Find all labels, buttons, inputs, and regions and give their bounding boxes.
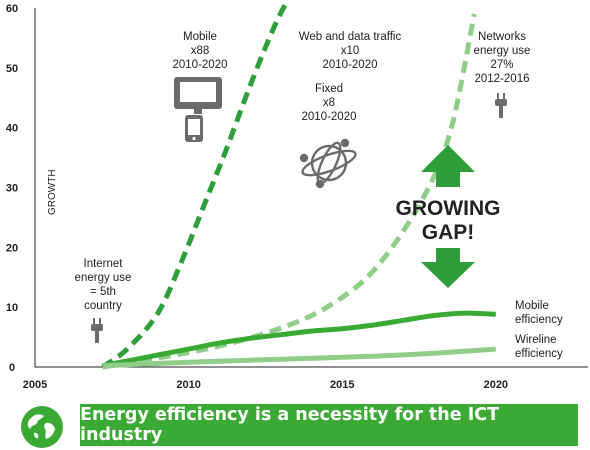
gap-annotation-line: GAP! xyxy=(422,221,475,244)
web-annotation-line: 2010-2020 xyxy=(323,59,378,71)
y-tick-label: 0 xyxy=(9,362,15,374)
y-tick-label: 30 xyxy=(6,183,18,195)
web-annotation-line: x10 xyxy=(341,45,360,57)
series-wireline-efficiency-line xyxy=(102,346,496,369)
series-mobile-efficiency-line xyxy=(102,310,496,369)
arrow-up-icon xyxy=(421,145,475,187)
x-tick-label: 2005 xyxy=(23,379,47,391)
plug-icon xyxy=(91,318,103,343)
mobile-efficiency-label-line: efficiency xyxy=(515,314,563,326)
banner: Energy efficiency is a necessity for the… xyxy=(80,404,578,446)
mobile-annotation-line: x88 xyxy=(191,45,210,57)
y-tick-label: 40 xyxy=(6,123,18,135)
y-axis-label: GROWTH xyxy=(47,169,58,215)
globe-icon xyxy=(21,406,63,448)
internet-annotation-line: = 5th xyxy=(90,286,116,298)
series-layer xyxy=(101,0,496,370)
web-annotation: Web and data traffic x10 2010-2020 xyxy=(299,31,402,71)
gap-annotation: GROWING GAP! xyxy=(396,197,501,244)
series-mobile-line xyxy=(101,0,291,370)
wireline-efficiency-label-line: efficiency xyxy=(515,348,563,360)
x-tick-labels: 2005 2010 2015 2020 xyxy=(23,379,508,391)
series-web-line xyxy=(102,13,477,370)
y-tick-label: 20 xyxy=(6,242,18,254)
wireline-efficiency-label: Wireline efficiency xyxy=(515,334,563,360)
wireline-efficiency-label-line: Wireline xyxy=(515,334,557,346)
monitor-icon xyxy=(174,77,222,114)
y-tick-label: 60 xyxy=(6,3,18,15)
x-tick-label: 2020 xyxy=(484,379,508,391)
internet-annotation: Internet energy use = 5th country xyxy=(75,258,132,312)
mobile-efficiency-label: Mobile efficiency xyxy=(515,300,563,326)
web-annotation-line: Web and data traffic xyxy=(299,31,402,43)
x-tick-label: 2010 xyxy=(176,379,200,391)
mobile-annotation-line: 2010-2020 xyxy=(173,59,228,71)
y-tick-label: 10 xyxy=(6,302,18,314)
networks-annotation-line: Networks xyxy=(478,31,526,43)
internet-annotation-line: country xyxy=(84,300,122,312)
fixed-annotation-line: Fixed xyxy=(315,83,343,95)
globe-network-icon xyxy=(299,138,357,189)
mobile-annotation-line: Mobile xyxy=(183,31,217,43)
internet-annotation-line: Internet xyxy=(84,258,124,270)
internet-annotation-line: energy use xyxy=(75,272,132,284)
mobile-annotation: Mobile x88 2010-2020 xyxy=(173,31,228,71)
growth-chart: 0 10 20 30 40 50 60 2005 2010 2015 2020 GROWTH Mo… xyxy=(6,0,588,391)
fixed-annotation-line: x8 xyxy=(323,97,335,109)
networks-annotation-line: 2012-2016 xyxy=(475,73,530,85)
phone-icon xyxy=(185,115,203,142)
networks-annotation-line: energy use xyxy=(474,45,531,57)
arrow-down-icon xyxy=(421,248,475,288)
gap-annotation-line: GROWING xyxy=(396,197,501,220)
y-tick-labels: 0 10 20 30 40 50 60 xyxy=(6,3,18,374)
mobile-efficiency-label-line: Mobile xyxy=(515,300,549,312)
fixed-annotation: Fixed x8 2010-2020 xyxy=(302,83,357,123)
plug-icon xyxy=(495,93,507,118)
networks-annotation: Networks energy use 27% 2012-2016 xyxy=(474,31,531,85)
y-tick-label: 50 xyxy=(6,63,18,75)
networks-annotation-line: 27% xyxy=(490,59,513,71)
fixed-annotation-line: 2010-2020 xyxy=(302,111,357,123)
banner-text: Energy efficiency is a necessity for the… xyxy=(80,405,500,445)
x-tick-label: 2015 xyxy=(330,379,354,391)
